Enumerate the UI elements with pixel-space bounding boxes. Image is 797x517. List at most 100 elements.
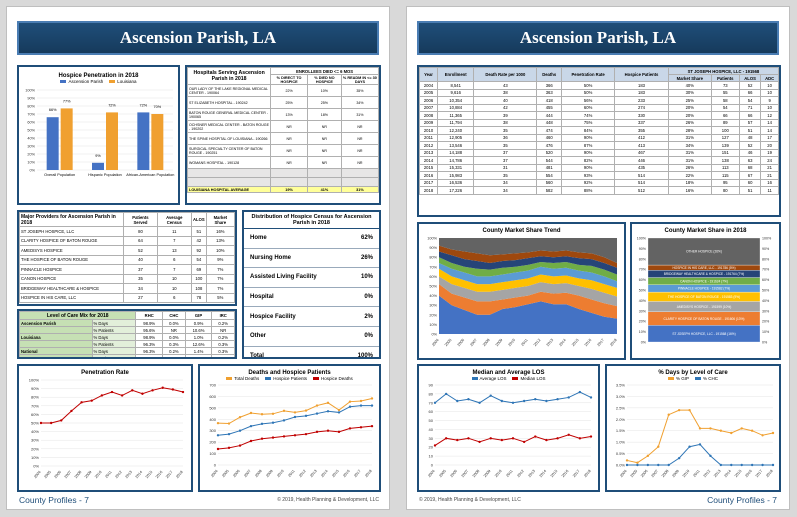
tick-label: 2004 — [33, 470, 41, 479]
tick-label: 80% — [31, 395, 39, 400]
table-cell: 7% — [205, 283, 235, 294]
data-point — [688, 445, 691, 448]
column-header: RHC — [135, 311, 164, 320]
table-cell: 474 — [536, 126, 563, 135]
table-row — [187, 168, 379, 178]
tick-label: 2007 — [469, 338, 477, 347]
data-point — [249, 411, 253, 415]
table-cell: 75% — [561, 118, 616, 127]
data-point — [151, 389, 154, 392]
tick-label: 2018 — [175, 470, 183, 479]
copyright: © 2019, Health Planning & Development, L… — [277, 497, 379, 503]
data-point — [337, 408, 341, 412]
tick-label: 2009 — [265, 469, 273, 478]
table-cell: NR — [306, 132, 342, 145]
tick-label: 60% — [31, 412, 39, 417]
data-label: 9% — [95, 154, 101, 158]
table-cell: 51 — [738, 186, 762, 195]
table-cell: 38 — [473, 88, 538, 97]
data-point — [326, 429, 330, 432]
table-cell: 11 — [156, 226, 193, 237]
distribution-value: 100% — [357, 352, 373, 359]
tick-label: 60% — [762, 278, 770, 282]
tick-label: 2012 — [703, 469, 711, 478]
tick-label: 90% — [639, 247, 647, 251]
table-cell: 60 — [738, 178, 762, 187]
table-row: 2017 16,536 34 560 92% 514 18% 95 60 16 — [419, 178, 779, 187]
table-cell: 2013 — [419, 148, 439, 157]
table-cell: % Patients — [91, 326, 137, 334]
table-cell: National — [19, 347, 93, 355]
data-point — [545, 438, 548, 442]
tick-label: 100% — [762, 237, 772, 241]
table-cell: 54 — [710, 103, 740, 112]
table-cell: 50% — [561, 88, 616, 97]
table-cell: 13,546 — [437, 141, 475, 150]
data-point — [578, 437, 582, 440]
table-cell: 68 — [738, 163, 762, 172]
table-cell: 66 — [738, 88, 762, 97]
data-point — [110, 390, 114, 394]
table-cell: 19% — [270, 186, 308, 193]
table-cell: 16% — [205, 226, 235, 237]
table-row: SURGICAL SPECIALTY CENTER OF BATON ROUGE… — [187, 144, 379, 157]
tick-label: 70% — [31, 403, 39, 408]
distribution-value: 2% — [364, 313, 373, 320]
tick-label: 2014 — [558, 338, 566, 347]
table-row: OCHSNER MEDICAL CENTER - BATON ROUGE - 1… — [187, 120, 379, 133]
table-cell: 73 — [710, 81, 740, 90]
data-point — [304, 432, 308, 436]
column-header: Year — [419, 67, 439, 82]
area-series — [439, 245, 617, 268]
chart-title: Penetration Rate — [81, 370, 129, 376]
area-series — [439, 251, 617, 275]
data-point — [688, 408, 691, 412]
distribution-title: Distribution of Hospice Census for Ascen… — [244, 212, 379, 229]
table-cell: 15,983 — [437, 171, 475, 180]
providers-title: Major Providers for Ascension Parish in … — [19, 212, 125, 227]
tick-label: 2008 — [661, 469, 669, 478]
market-trend-chart: 0% 10% 20% 30% 40% 50% 60% 70% 80% 90% 100% 2004 200… — [427, 237, 617, 348]
table-cell: 8,541 — [437, 81, 475, 90]
area-series — [439, 238, 617, 263]
distribution-value: 0% — [364, 333, 373, 340]
table-cell: NR — [340, 132, 379, 145]
tick-label: 2006 — [54, 470, 62, 479]
data-label: 70% — [154, 105, 162, 109]
data-point — [771, 463, 775, 467]
data-point — [589, 396, 593, 399]
data-point — [238, 429, 242, 432]
data-point — [260, 437, 264, 440]
tick-label: 2015 — [734, 469, 742, 478]
market-trend-panel: County Market Share Trend 0% 10% 20% 30% 40%… — [417, 222, 626, 360]
data-point — [249, 424, 253, 428]
table-cell: 34 — [473, 178, 538, 187]
bar — [151, 114, 164, 170]
data-point — [60, 419, 63, 422]
table-cell: 2015 — [419, 163, 439, 172]
data-point — [315, 404, 319, 407]
table-cell: 412 — [614, 133, 669, 142]
column-header: Patients Served — [123, 212, 158, 227]
column-header: % DIRECT TO HOSPICE — [270, 74, 308, 85]
table-cell: 14 — [760, 118, 779, 127]
table-cell: 127 — [710, 133, 740, 142]
segment-label: AMEDISYS HOSPICE - 191599 (10%) — [677, 305, 732, 309]
data-point — [545, 399, 548, 403]
table-cell: 560 — [536, 178, 563, 187]
table-row: % Patients 95.6% NR 10.6% NR — [19, 326, 235, 334]
table-cell: 233 — [614, 96, 669, 105]
column-header: Patients — [710, 74, 740, 82]
table-cell: 36 — [473, 133, 538, 142]
area-series — [439, 257, 617, 282]
table-cell: 115 — [710, 171, 740, 180]
tick-label: 2015 — [550, 469, 558, 478]
data-point — [478, 401, 481, 404]
column-header: % DIED NO HOSPICE — [306, 74, 342, 85]
table-cell: 11 — [760, 186, 779, 195]
column-header: Deaths — [536, 67, 563, 82]
table-cell: 93% — [561, 171, 616, 180]
table-cell: NR — [162, 326, 186, 334]
tick-label: 0.5% — [616, 451, 626, 456]
table-cell — [270, 177, 308, 187]
